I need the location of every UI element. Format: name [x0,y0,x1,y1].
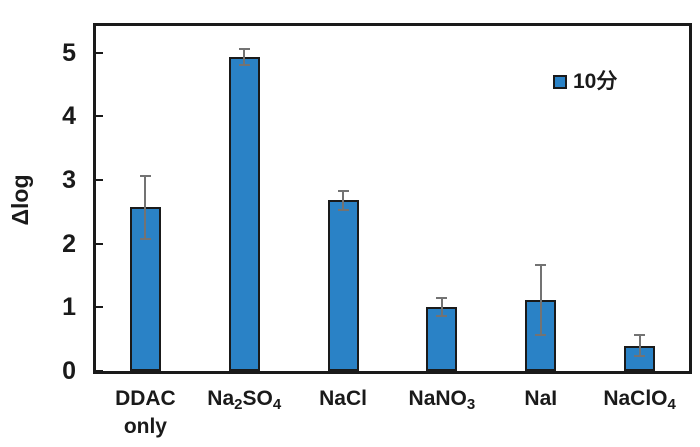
y-tick-label: 5 [62,38,76,67]
error-bar [539,265,542,336]
y-tick-label: 2 [62,229,76,258]
error-bar-cap [238,47,250,50]
error-bar [342,190,345,210]
error-bar [638,335,641,356]
bar-nano3 [426,307,458,371]
y-tick-label: 1 [62,293,76,322]
x-axis-label-naclo4: NaClO4 [603,387,676,413]
bar-naclo4 [624,345,656,371]
y-tick-label: 4 [62,102,76,131]
x-axis-label-nai: NaI [524,387,558,410]
x-axis-label-nacl: NaCl [319,387,367,410]
y-tick-mark [96,115,103,118]
error-bar [243,48,246,66]
error-bar-cap [436,297,448,300]
y-tick-label: 3 [62,166,76,195]
error-bar-cap [337,189,349,192]
x-axis-label-na2so4: Na2SO4 [207,387,282,413]
legend-swatch-icon [553,75,567,89]
bar-nacl [327,200,359,371]
error-bar [440,298,443,317]
error-bar-cap [634,354,646,357]
legend: 10分 [553,69,617,95]
error-bar-cap [436,315,448,318]
plot-area [96,26,689,372]
plot-frame [93,23,692,374]
y-tick-mark [96,370,103,372]
error-bar-cap [139,174,151,177]
y-tick-mark [96,242,103,245]
error-bar-cap [535,334,547,337]
y-tick-mark [96,179,103,182]
y-tick-mark [96,51,103,54]
error-bar-cap [337,208,349,211]
x-axis-label-nano3: NaNO3 [408,387,476,413]
x-axis-label-ddac-only: DDAC only [115,387,176,438]
error-bar-cap [139,238,151,241]
y-tick-mark [96,306,103,309]
legend-label: 10分 [573,70,618,93]
y-tick-label: 0 [62,357,76,385]
error-bar-cap [238,64,250,67]
error-bar-cap [535,264,547,267]
error-bar-cap [634,334,646,337]
bar-na2so4 [228,57,260,371]
error-bar [144,175,147,240]
